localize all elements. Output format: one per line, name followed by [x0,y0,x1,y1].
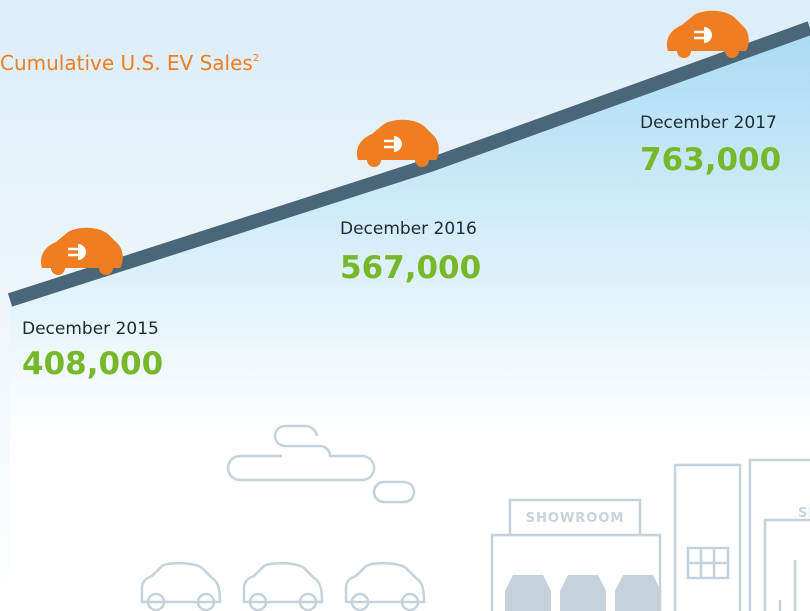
milestone-value: 763,000 [640,142,781,178]
title: Cumulative U.S. EV Sales2 [0,51,259,75]
milestone-date: December 2016 [340,219,477,239]
milestone-date: December 2015 [22,319,159,339]
milestone-date: December 2017 [640,113,777,133]
milestone-value: 408,000 [22,346,163,382]
decorations: SHOWROOM SHOWROOM [140,424,810,611]
area [10,28,810,611]
sign-label: SHOWROOM [798,506,810,521]
milestone-value: 567,000 [340,250,481,286]
sign-label: SHOWROOM [526,511,625,526]
road [7,21,810,307]
footnote: 2 [253,53,259,64]
title-text: Cumulative U.S. EV Sales [0,51,253,75]
